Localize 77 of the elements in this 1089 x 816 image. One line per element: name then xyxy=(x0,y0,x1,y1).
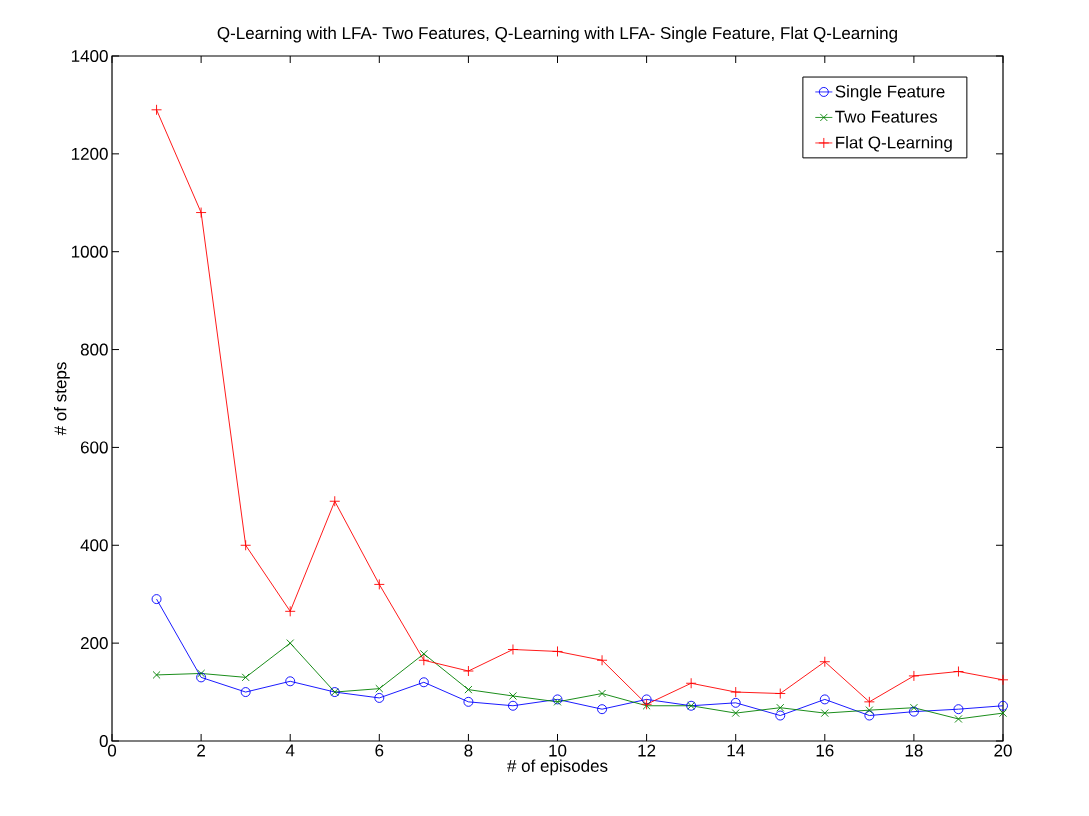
point xyxy=(419,649,428,658)
x-tick-label: 2 xyxy=(197,744,205,757)
point xyxy=(329,495,341,507)
point xyxy=(151,594,162,605)
point xyxy=(241,673,250,682)
point xyxy=(373,578,385,590)
x-tick-label: 0 xyxy=(107,744,117,757)
point xyxy=(685,677,697,689)
point xyxy=(375,684,384,693)
point xyxy=(775,710,786,721)
y-tick-label: 600 xyxy=(80,441,108,454)
point xyxy=(552,646,563,657)
x-tick-label: 10 xyxy=(549,744,567,757)
point xyxy=(820,709,829,718)
point xyxy=(776,703,785,712)
point xyxy=(953,666,964,677)
x-tick-label: 18 xyxy=(905,744,923,757)
point xyxy=(507,644,519,655)
point xyxy=(954,714,963,723)
point xyxy=(374,692,385,703)
chart-title: Q-Learning with LFA- Two Features, Q-Learning with LFA- Single Feature, Flat Q-Learning xyxy=(217,26,897,43)
point xyxy=(284,605,296,617)
y-tick-label: 1400 xyxy=(71,49,108,63)
point xyxy=(418,677,429,688)
point xyxy=(997,674,1009,686)
point xyxy=(953,704,964,715)
point xyxy=(152,670,161,679)
point xyxy=(462,665,474,677)
x-tick-label: 8 xyxy=(464,744,473,757)
point xyxy=(508,700,518,711)
y-tick-label: 1000 xyxy=(71,245,108,258)
x-tick-label: 6 xyxy=(375,744,384,757)
point xyxy=(731,709,740,718)
point xyxy=(418,654,430,666)
point xyxy=(597,704,607,715)
point xyxy=(730,697,741,708)
point xyxy=(508,691,517,700)
x-tick-label: 4 xyxy=(285,744,295,757)
point xyxy=(463,696,474,707)
point xyxy=(998,700,1008,711)
y-tick-label: 1200 xyxy=(71,147,108,160)
point xyxy=(240,687,251,698)
y-tick-label: 400 xyxy=(80,539,108,552)
y-tick-label: 0 xyxy=(99,734,108,748)
point xyxy=(908,670,920,682)
point xyxy=(908,706,919,717)
point xyxy=(197,669,206,678)
point xyxy=(641,694,652,705)
x-tick-label: 12 xyxy=(638,744,656,757)
legend-label: Single Feature xyxy=(835,85,945,101)
x-tick-label: 20 xyxy=(994,744,1012,757)
point xyxy=(286,639,295,648)
point xyxy=(596,654,608,666)
point xyxy=(464,685,473,694)
y-tick-label: 200 xyxy=(80,637,108,650)
point xyxy=(819,656,831,668)
point xyxy=(863,696,875,708)
x-axis-title: # of episodes xyxy=(507,759,608,776)
point xyxy=(151,104,163,116)
point xyxy=(865,706,874,715)
point xyxy=(909,703,918,712)
point xyxy=(240,539,252,551)
point xyxy=(819,694,830,705)
point xyxy=(730,686,742,698)
point xyxy=(598,689,607,698)
y-axis-title: # of steps xyxy=(53,362,70,436)
legend-label: Two Features xyxy=(835,110,938,123)
point xyxy=(285,676,296,687)
x-tick-label: 14 xyxy=(727,744,745,757)
point xyxy=(864,710,875,721)
point xyxy=(195,207,207,219)
x-tick-label: 16 xyxy=(816,744,834,757)
y-tick-label: 800 xyxy=(80,343,108,356)
legend-label: Flat Q-Learning xyxy=(836,136,952,152)
point xyxy=(196,672,207,683)
point xyxy=(774,688,786,699)
point xyxy=(999,709,1007,718)
